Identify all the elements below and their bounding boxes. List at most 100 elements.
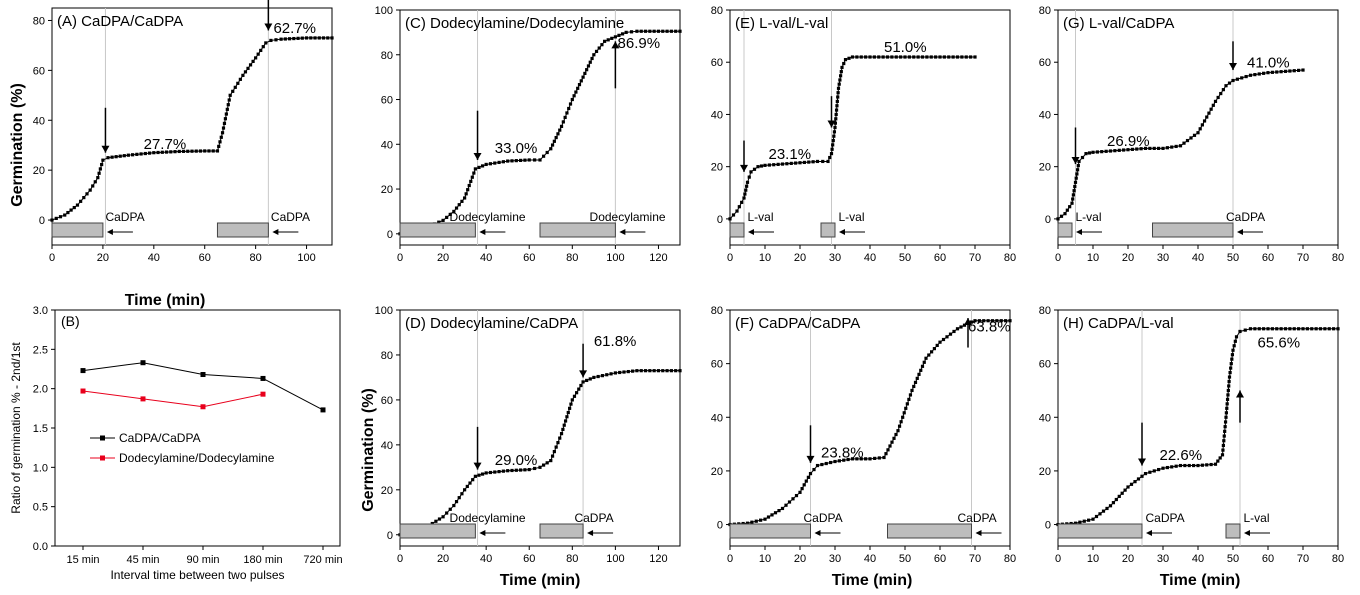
panel-G-annotation: 41.0% bbox=[1247, 54, 1290, 71]
panel-F-data-point bbox=[948, 332, 953, 336]
panel-A-ytick-label: 40 bbox=[33, 115, 45, 127]
panel-E-data-point bbox=[794, 161, 798, 165]
panel-F-data-point bbox=[773, 511, 778, 515]
panel-F-data-point bbox=[894, 432, 898, 437]
panel-E-data-point bbox=[960, 55, 964, 59]
panel-D-curve bbox=[399, 370, 680, 536]
panel-D-data-point bbox=[648, 369, 652, 373]
panel-C-data-point bbox=[570, 97, 574, 102]
panel-B-data-point bbox=[200, 372, 206, 378]
panel-G-data-point bbox=[1292, 69, 1296, 73]
panel-B-data-point bbox=[80, 388, 86, 394]
panel-E-data-point bbox=[834, 108, 839, 112]
panel-E-xtick-label: 10 bbox=[759, 252, 771, 264]
panel-D-data-point bbox=[613, 371, 617, 375]
panel-E-ytick-label: 40 bbox=[711, 109, 723, 121]
panel-C-data-point bbox=[454, 206, 459, 210]
panel-D-data-point bbox=[600, 374, 605, 378]
panel-D-data-point bbox=[454, 500, 459, 504]
panel-D-data-point bbox=[661, 369, 665, 373]
panel-E-data-point bbox=[916, 55, 920, 59]
panel-E-ytick-label: 60 bbox=[711, 57, 723, 69]
panel-F: 0 10 20 30 40 50 60 70 80 0 20 40 60 80 CaDPA CaDPA 23.8… bbox=[711, 305, 1016, 565]
panel-F-data-point bbox=[815, 463, 820, 468]
panel-H-curve bbox=[1057, 328, 1338, 526]
panel-A-data-point bbox=[330, 36, 334, 40]
panel-C-xtick-label: 0 bbox=[397, 252, 403, 264]
panel-H-data-point bbox=[1222, 434, 1226, 438]
panel-F-data-point bbox=[982, 319, 986, 323]
panel-A-arrow-head bbox=[264, 23, 273, 31]
panel-C-xtick-label: 100 bbox=[606, 252, 624, 264]
panel-H-data-point bbox=[1323, 327, 1327, 331]
panel-A-data-point bbox=[98, 167, 102, 171]
panel-G-data-point bbox=[1219, 91, 1223, 96]
panel-C-data-point bbox=[600, 43, 604, 47]
panel-A-data-point bbox=[118, 154, 122, 158]
panel-E-data-point bbox=[742, 196, 746, 200]
panel-B-ytick-label: 1.5 bbox=[33, 423, 48, 435]
panel-G-data-point bbox=[1288, 69, 1292, 73]
panel-G-data-point bbox=[1165, 146, 1169, 150]
panel-G-data-point bbox=[1071, 193, 1075, 197]
panel-H-xtick-label: 0 bbox=[1055, 553, 1061, 565]
panel-E-data-point bbox=[836, 86, 841, 90]
panel-C-data-point bbox=[565, 111, 569, 115]
panel-A: 0 20 40 60 80 100 0 20 40 60 80 CaDPA CaDPA 27.7% 62.7… bbox=[33, 0, 334, 264]
panel-F-data-point bbox=[791, 497, 795, 501]
panel-E-data-point bbox=[785, 162, 789, 166]
panel-F-data-point bbox=[759, 518, 763, 522]
panel-H-data-point bbox=[1224, 411, 1228, 415]
panel-C-data-point bbox=[678, 29, 682, 33]
panel-H-data-point bbox=[1087, 518, 1091, 522]
panel-H-data-point bbox=[1232, 344, 1236, 348]
panel-H-data-point bbox=[1105, 506, 1109, 511]
panel-D-data-point bbox=[678, 369, 682, 373]
panel-D-data-point bbox=[609, 372, 613, 376]
panel-D-data-point bbox=[488, 470, 493, 475]
panel-E-data-point bbox=[776, 162, 780, 166]
panel-D-arrow-head bbox=[473, 462, 482, 470]
panel-A-data-point bbox=[181, 149, 186, 153]
panel-E-data-point bbox=[745, 180, 750, 184]
panel-D-data-point bbox=[669, 369, 673, 373]
panel-C-arrow-head bbox=[611, 41, 620, 49]
panel-D-data-point bbox=[445, 511, 449, 515]
panel-C-data-point bbox=[477, 165, 481, 170]
panel-C-pulse-label: Dodecylamine bbox=[590, 210, 666, 224]
panel-E-data-point bbox=[872, 55, 876, 59]
panel-C-data-point bbox=[586, 64, 591, 68]
panel-B-ytick-label: 1.0 bbox=[33, 462, 48, 474]
panel-H-data-point bbox=[1216, 459, 1220, 463]
panel-D-data-point bbox=[572, 394, 577, 398]
panel-G-arrow-head bbox=[1229, 63, 1237, 71]
panel-A-data-point bbox=[227, 98, 231, 102]
panel-A-title: (A) CaDPA/CaDPA bbox=[57, 13, 183, 30]
panel-A-data-point bbox=[254, 56, 258, 60]
panel-C-data-point bbox=[624, 30, 628, 34]
panel-A-data-point bbox=[225, 107, 229, 111]
panel-G-pulse-bar bbox=[1057, 222, 1073, 238]
panel-D-data-point bbox=[558, 436, 562, 440]
panel-E-data-point bbox=[728, 217, 732, 221]
panel-H-data-point bbox=[1336, 327, 1340, 331]
panel-F-xtick-label: 80 bbox=[1004, 553, 1016, 565]
panel-C-data-point bbox=[574, 90, 578, 94]
panel-D-data-point bbox=[626, 369, 630, 374]
panel-D-pulse-bar bbox=[399, 523, 476, 539]
panel-E-pulse-bar bbox=[729, 222, 745, 238]
panel-A-data-point bbox=[66, 210, 70, 215]
panel-F-data-point bbox=[763, 517, 767, 521]
panel-F-data-point bbox=[952, 329, 956, 334]
panel-H-data-point bbox=[1266, 327, 1270, 331]
panel-D-data-point bbox=[493, 470, 497, 474]
panel-F-xtick-label: 70 bbox=[969, 553, 981, 565]
panel-B-frame bbox=[54, 309, 341, 547]
panel-D-data-point bbox=[554, 445, 558, 449]
panel-C-xtick-label: 120 bbox=[649, 252, 667, 264]
panel-D-ytick-label: 100 bbox=[375, 305, 393, 317]
panel-G-ytick-label: 20 bbox=[1039, 162, 1051, 174]
panel-C-data-point bbox=[472, 171, 476, 175]
panel-E-arrow-head bbox=[740, 164, 748, 172]
panel-A-data-point bbox=[215, 149, 220, 153]
